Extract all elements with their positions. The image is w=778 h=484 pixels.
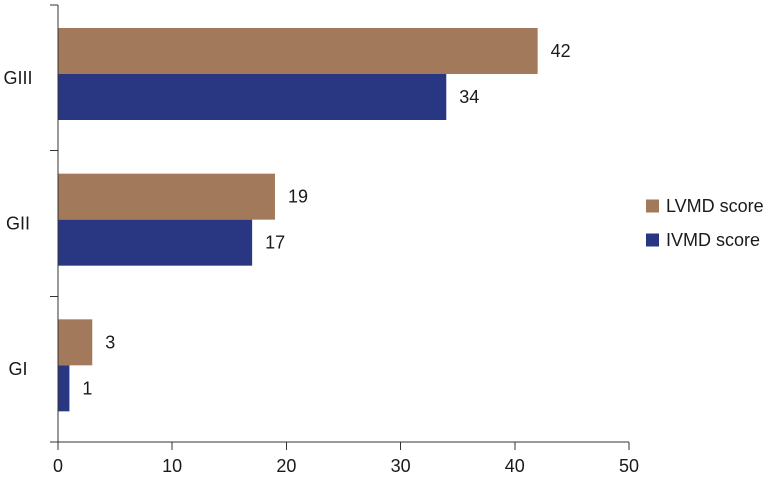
x-tick-label: 10: [162, 456, 182, 476]
bar-lvmd-score-gi: [58, 319, 93, 366]
legend-swatch-ivmd-score: [646, 233, 659, 247]
x-tick-label: 30: [391, 456, 411, 476]
bar-ivmd-score-giii: [58, 74, 447, 120]
data-label: 1: [82, 378, 92, 398]
data-label: 42: [551, 41, 571, 61]
bar-ivmd-score-gi: [58, 365, 70, 412]
legend-label-ivmd-score: IVMD score: [666, 230, 760, 250]
data-label: 17: [265, 233, 285, 253]
category-label-gii: GII: [6, 214, 30, 234]
bar-lvmd-score-gii: [58, 173, 275, 220]
legend: LVMD score IVMD score: [646, 196, 764, 250]
bar-lvmd-score-giii: [58, 28, 538, 74]
x-tick-label: 40: [505, 456, 525, 476]
bars-layer: [58, 28, 538, 412]
data-label: 3: [105, 332, 115, 352]
axes-layer: [50, 4, 630, 450]
bar-ivmd-score-gii: [58, 219, 253, 266]
legend-swatch-lvmd-score: [646, 199, 659, 213]
category-label-giii: GIII: [3, 68, 32, 88]
legend-label-lvmd-score: LVMD score: [666, 196, 764, 216]
category-label-gi: GI: [8, 359, 27, 379]
data-label: 19: [288, 187, 308, 207]
labels-layer: 42 34 GIII 19 17 GII 3 1 GI 0 10 20 30 40 50: [3, 41, 639, 476]
data-label: 34: [459, 87, 479, 107]
x-tick-label: 0: [53, 456, 63, 476]
x-tick-label: 20: [276, 456, 296, 476]
x-tick-label: 50: [619, 456, 639, 476]
